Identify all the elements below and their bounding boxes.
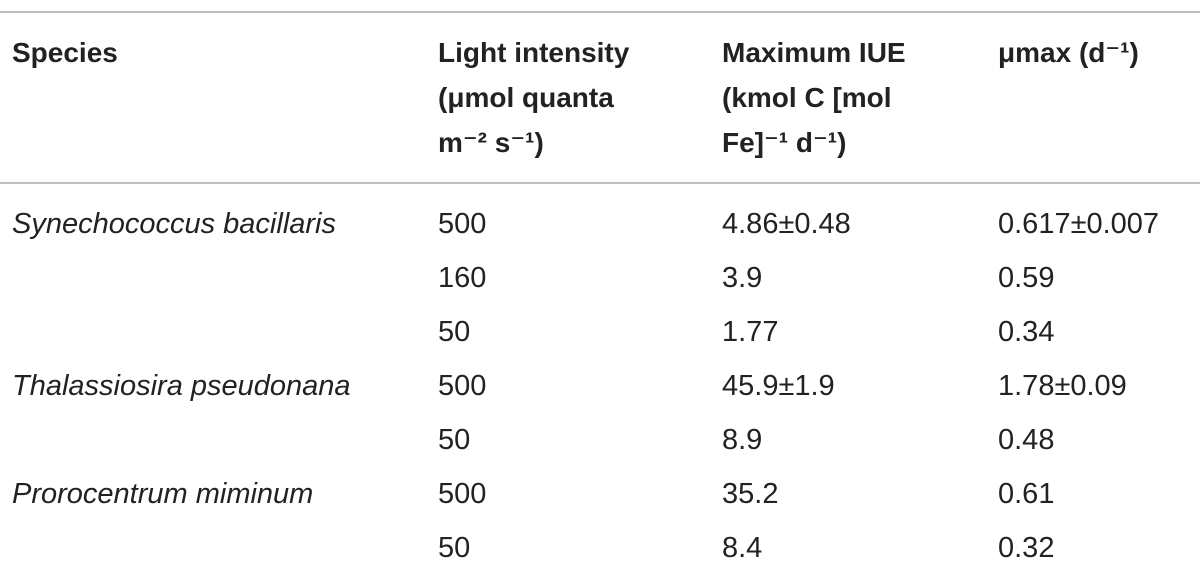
data-cell: 0.32	[998, 532, 1055, 564]
data-cell: 45.9±1.9	[722, 370, 835, 402]
data-cell: 0.48	[998, 424, 1055, 456]
data-cell: 50	[438, 424, 471, 456]
species-cell: Thalassiosira pseudonana	[12, 370, 351, 402]
species-cell: Synechococcus bacillaris	[12, 208, 336, 240]
data-cell: 1.77	[722, 316, 779, 348]
data-cell: 4.86±0.48	[722, 208, 851, 240]
data-cell: 0.34	[998, 316, 1055, 348]
header-cell: (kmol C [mol	[722, 82, 892, 113]
header-cell: (μmol quanta	[438, 82, 614, 113]
header-cell: Maximum IUE	[722, 37, 906, 68]
species-cell: Prorocentrum miminum	[12, 478, 314, 510]
header-rule	[0, 182, 1200, 184]
data-cell: 8.4	[722, 532, 763, 564]
data-cell: 500	[438, 478, 487, 510]
top-rule	[0, 11, 1200, 13]
data-cell: 8.9	[722, 424, 763, 456]
data-cell: 3.9	[722, 262, 763, 294]
header-cell: m⁻² s⁻¹)	[438, 127, 544, 158]
header-cell: Species	[12, 37, 118, 68]
data-cell: 50	[438, 316, 471, 348]
data-cell: 50	[438, 532, 471, 564]
data-cell: 35.2	[722, 478, 779, 510]
data-cell: 500	[438, 370, 487, 402]
data-cell: 160	[438, 262, 487, 294]
header-cell: μmax (d⁻¹)	[998, 37, 1139, 68]
data-cell: 500	[438, 208, 487, 240]
data-cell: 0.617±0.007	[998, 208, 1160, 240]
data-cell: 0.59	[998, 262, 1055, 294]
header-cell: Light intensity	[438, 37, 630, 68]
data-cell: 1.78±0.09	[998, 370, 1127, 402]
data-cell: 0.61	[998, 478, 1055, 510]
header-cell: Fe]⁻¹ d⁻¹)	[722, 127, 847, 158]
